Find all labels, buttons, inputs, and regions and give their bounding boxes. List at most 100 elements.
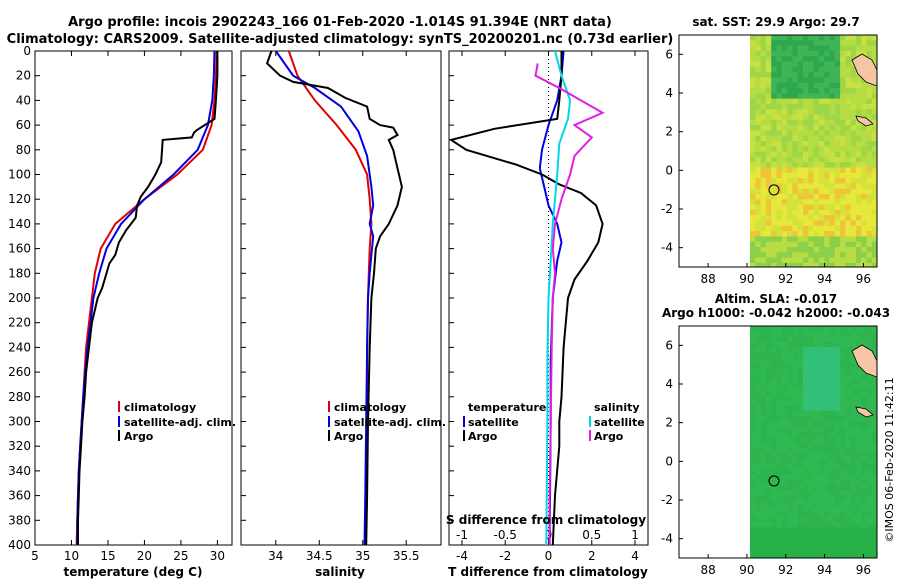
map-cell: [803, 336, 809, 343]
map-cell: [765, 194, 772, 200]
map-cell: [755, 130, 762, 137]
map-cell: [824, 516, 830, 523]
map-cell: [850, 215, 857, 221]
map-cell: [750, 257, 756, 264]
map-cell: [856, 516, 862, 523]
map-cell: [845, 98, 852, 105]
map-cell: [824, 384, 830, 391]
map-cell: [787, 463, 793, 470]
map-cell: [850, 548, 857, 555]
map-cell: [856, 162, 862, 168]
map-cell: [776, 553, 783, 558]
map-cell: [824, 130, 830, 137]
map-cell: [797, 463, 804, 470]
map-cell: [792, 172, 799, 179]
map-cell: [787, 527, 793, 534]
map-cell: [776, 538, 783, 544]
map-cell: [840, 167, 846, 174]
map-cell: [771, 527, 777, 534]
x-tick-label: 2: [588, 549, 596, 563]
map-cell: [856, 151, 862, 158]
island-shape: [855, 115, 874, 127]
map-cell: [871, 98, 877, 105]
map-y-tick-label: 4: [665, 86, 673, 100]
map-cell: [813, 156, 820, 163]
map-y-tick-label: 0: [665, 454, 673, 468]
map-cell: [866, 469, 873, 475]
map-cell: [861, 336, 868, 343]
map-cell: [850, 538, 857, 544]
map-cell: [861, 543, 868, 550]
map-cell: [840, 93, 846, 100]
map-cell: [750, 252, 756, 259]
map-cell: [813, 183, 820, 190]
map-cell: [792, 347, 799, 353]
map-cell: [776, 331, 783, 338]
map-cell: [797, 109, 804, 115]
map-cell: [829, 410, 836, 417]
map-cell: [792, 209, 799, 216]
map-cell: [871, 516, 877, 523]
map-cell: [829, 384, 836, 391]
map-cell: [797, 125, 804, 131]
map-cell: [850, 495, 857, 502]
map-cell: [861, 516, 868, 523]
map-cell: [771, 72, 777, 78]
map-cell: [824, 368, 830, 375]
map-cell: [813, 463, 820, 470]
map-cell: [861, 453, 868, 459]
map-cell: [755, 532, 762, 539]
map-cell: [813, 394, 820, 401]
map-cell: [797, 437, 804, 444]
map-cell: [866, 178, 873, 184]
map-cell: [797, 336, 804, 343]
map-cell: [760, 247, 767, 253]
map-cell: [829, 453, 836, 459]
map-cell: [792, 93, 799, 100]
map-cell: [787, 384, 793, 391]
map-x-tick-label: 90: [739, 563, 754, 577]
map-cell: [813, 485, 820, 491]
map-cell: [760, 400, 767, 406]
map-cell: [856, 98, 862, 105]
map-cell: [856, 247, 862, 253]
map-cell: [845, 103, 852, 110]
map-cell: [813, 167, 820, 174]
map-cell: [750, 82, 756, 89]
map-cell: [755, 114, 762, 121]
map-cell: [845, 469, 852, 475]
map-cell: [850, 135, 857, 142]
map-cell: [765, 495, 772, 502]
map-cell: [834, 50, 841, 57]
map-cell: [824, 72, 830, 78]
map-cell: [834, 109, 841, 115]
map-cell: [803, 389, 809, 396]
map-cell: [776, 50, 783, 57]
map-cell: [856, 368, 862, 375]
map-cell: [871, 247, 877, 253]
map-cell: [861, 45, 868, 52]
map-cell: [834, 135, 841, 142]
map-cell: [776, 156, 783, 163]
map-cell: [750, 194, 756, 200]
map-cell: [840, 61, 846, 68]
land-shape: [851, 344, 877, 378]
map-cell: [776, 56, 783, 62]
map-cell: [829, 199, 836, 206]
map-cell: [792, 394, 799, 401]
map-cell: [840, 453, 846, 459]
map-cell: [803, 220, 809, 227]
map-cell: [792, 236, 799, 243]
map-cell: [771, 236, 777, 243]
map-cell: [808, 82, 815, 89]
map-cell: [808, 357, 815, 364]
map-cell: [765, 442, 772, 449]
map-cell: [829, 538, 836, 544]
map-cell: [866, 538, 873, 544]
map-cell: [871, 400, 877, 406]
map-cell: [808, 220, 815, 227]
map-cell: [813, 257, 820, 264]
map-cell: [792, 252, 799, 259]
map-cell: [813, 56, 820, 62]
map-cell: [818, 88, 825, 94]
